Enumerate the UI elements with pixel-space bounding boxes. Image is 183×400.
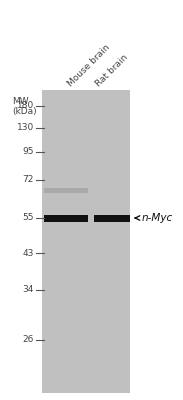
Text: 26: 26 [23,336,34,344]
Text: 34: 34 [23,286,34,294]
Text: 130: 130 [17,124,34,132]
Bar [42,90,130,393]
Bar [94,214,130,222]
Text: 95: 95 [23,148,34,156]
Text: Mouse brain: Mouse brain [66,42,111,88]
Text: MW
(kDa): MW (kDa) [12,97,37,116]
Bar [44,214,88,222]
Text: 72: 72 [23,176,34,184]
Text: 55: 55 [23,214,34,222]
Text: 180: 180 [17,102,34,110]
Text: 43: 43 [23,248,34,258]
Bar [44,188,88,192]
Text: Rat brain: Rat brain [94,52,129,88]
Text: n-Myc: n-Myc [142,213,173,223]
